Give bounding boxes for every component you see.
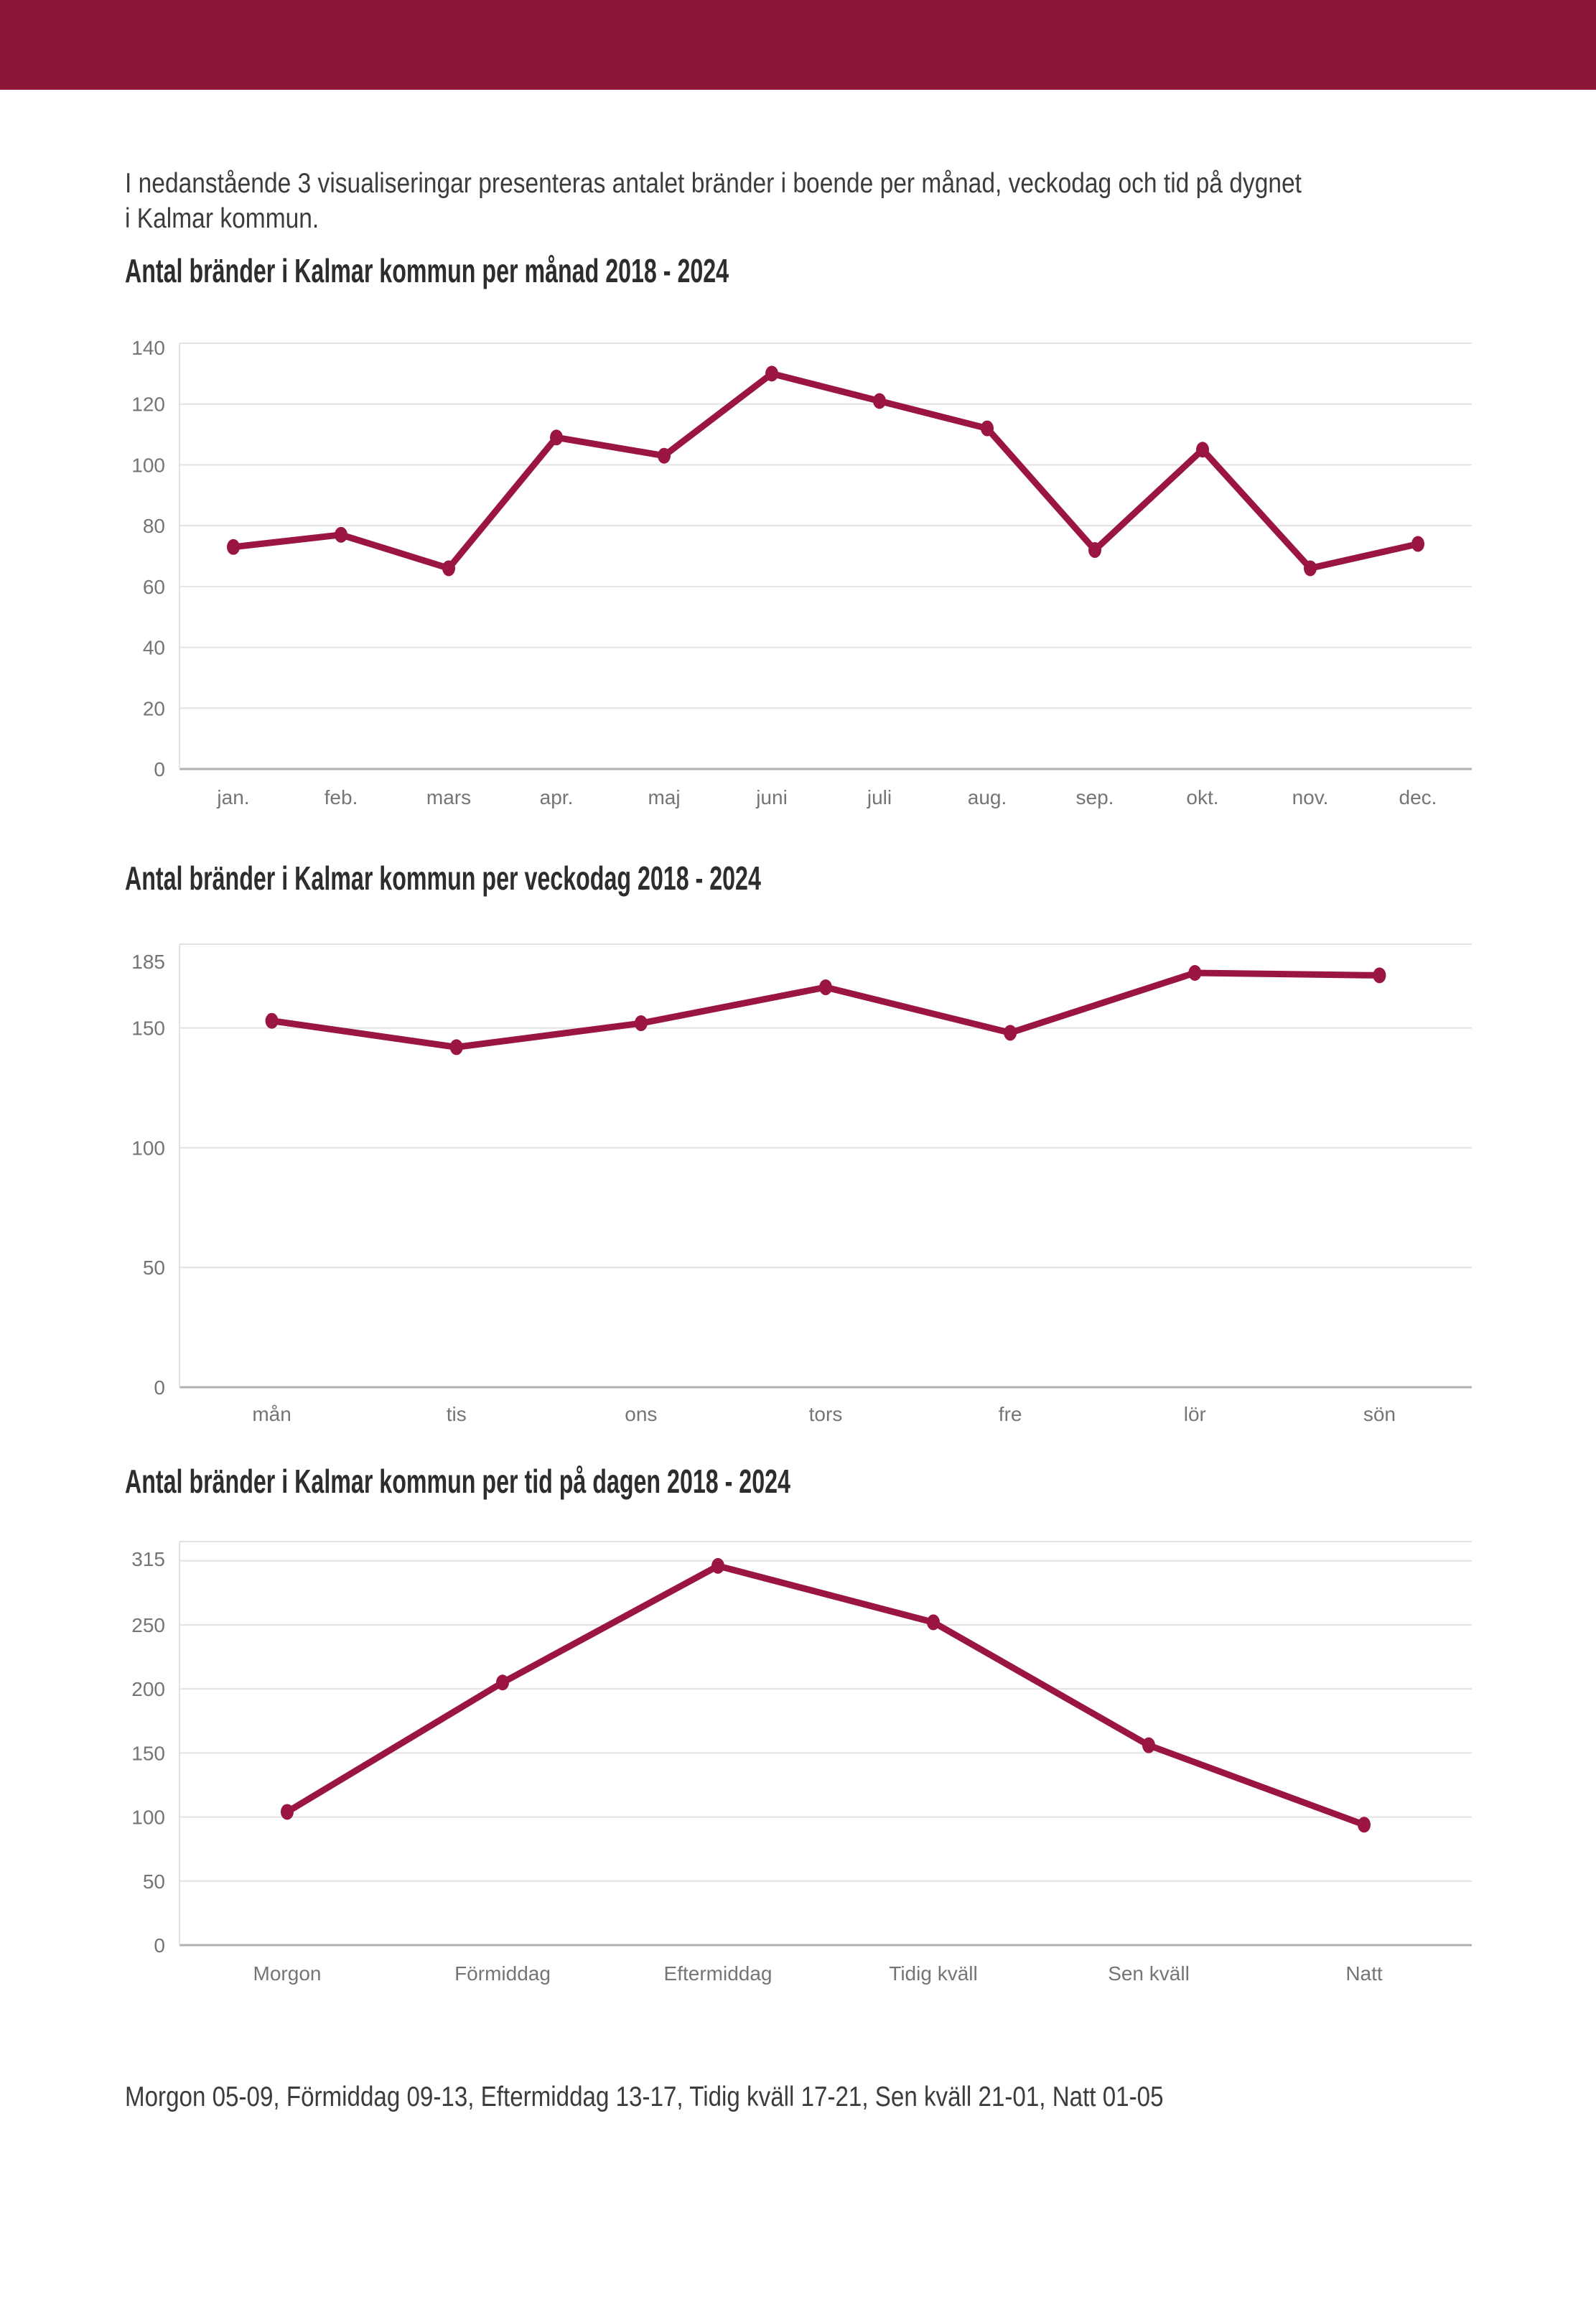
x-tick-label: lör [1184,1403,1206,1425]
y-tick-label: 120 [131,393,165,416]
data-point [711,1557,724,1574]
data-point [265,1012,279,1029]
x-tick-label: mars [426,786,471,808]
data-point [550,429,563,446]
y-tick-label: 50 [143,1870,165,1893]
x-tick-label: dec. [1399,786,1437,808]
data-point [1088,542,1101,559]
x-tick-label: Förmiddag [454,1962,551,1985]
data-point [449,1039,463,1055]
data-point [1304,560,1317,577]
weekday-chart-title: Antal bränder i Kalmar kommun per veckod… [125,859,761,897]
x-tick-label: maj [648,786,680,808]
y-tick-label: 315 [131,1548,165,1570]
x-tick-label: mån [252,1403,291,1425]
x-tick-label: tis [447,1403,467,1425]
data-point [819,979,832,996]
time-of-day-fires-line-chart: 0 50 100 150 200 250 315 Morgon Förmiddag Eftermi… [131,1541,1472,1985]
y-tick-label: 100 [131,1137,165,1159]
x-tick-label: tors [809,1403,843,1425]
data-series-line [230,370,1422,572]
data-point [281,1804,294,1820]
x-tick-label: jan. [216,786,249,808]
x-tick-label: sön [1363,1403,1396,1425]
monthly-fires-line-chart: 0 20 40 60 80 100 120 140 jan. feb. mars apr. maj jun… [131,337,1472,808]
x-tick-label: juli [867,786,892,808]
header-bar [0,0,1596,90]
data-point [496,1674,509,1691]
x-tick-label: fre [999,1403,1022,1425]
data-point [1373,967,1386,984]
weekday-fires-line-chart: 0 50 100 150 185 mån tis ons tors fre lör sön [131,943,1472,1425]
x-tick-label: ons [625,1403,657,1425]
time-of-day-chart-title: Antal bränder i Kalmar kommun per tid på… [125,1463,790,1500]
data-point [1196,442,1209,458]
y-tick-label: 140 [131,337,165,359]
x-tick-label: apr. [540,786,574,808]
data-point [1142,1737,1155,1753]
y-tick-label: 100 [131,1807,165,1829]
y-tick-label: 250 [131,1614,165,1636]
x-tick-label: Natt [1345,1962,1383,1985]
x-tick-label: aug. [968,786,1007,808]
y-tick-label: 80 [143,515,165,537]
x-tick-label: nov. [1292,786,1329,808]
x-tick-label: okt. [1186,786,1218,808]
y-tick-label: 150 [131,1742,165,1764]
x-tick-label: sep. [1076,786,1114,808]
monthly-chart-title: Antal bränder i Kalmar kommun per månad … [125,252,729,289]
data-point [1358,1817,1371,1833]
data-series-line [284,1562,1368,1828]
x-tick-label: Eftermiddag [664,1962,773,1985]
y-tick-label: 100 [131,454,165,476]
data-point [634,1015,648,1032]
intro-paragraph: I nedanstående 3 visualiseringar present… [125,166,1302,236]
y-tick-label: 0 [154,758,165,780]
y-tick-label: 40 [143,637,165,659]
x-tick-label: juni [755,786,788,808]
y-tick-label: 50 [143,1257,165,1279]
data-point [227,539,240,555]
data-point [765,365,778,382]
intro-line-2: i Kalmar kommun. [125,203,319,234]
y-tick-label: 185 [131,951,165,973]
data-point [1411,536,1424,552]
data-point [442,560,455,577]
data-point [1188,965,1202,982]
y-tick-label: 0 [154,1376,165,1399]
data-point [335,526,347,543]
y-tick-label: 20 [143,697,165,719]
x-tick-label: Tidig kväll [889,1962,977,1985]
x-tick-label: feb. [325,786,358,808]
time-ranges-footnote: Morgon 05-09, Förmiddag 09-13, Eftermidd… [125,2082,1164,2112]
intro-line-1: I nedanstående 3 visualiseringar present… [125,168,1302,199]
data-point [1004,1025,1017,1041]
y-tick-label: 200 [131,1678,165,1700]
y-tick-label: 150 [131,1017,165,1040]
y-tick-label: 60 [143,576,165,598]
y-tick-label: 0 [154,1934,165,1957]
data-point [981,420,994,437]
x-tick-label: Sen kväll [1108,1962,1190,1985]
data-point [658,447,671,464]
x-tick-label: Morgon [253,1962,322,1985]
data-point [927,1614,940,1631]
data-point [873,393,886,409]
